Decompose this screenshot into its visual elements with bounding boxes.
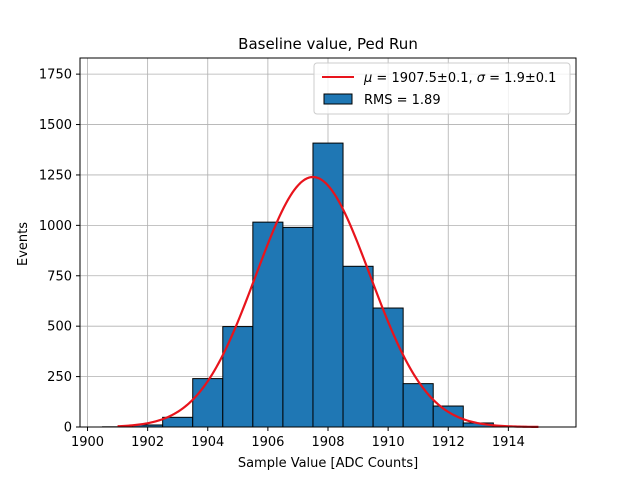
histogram-bar [402, 383, 434, 428]
histogram-bar [162, 416, 194, 428]
x-tick-label: 1908 [311, 435, 344, 450]
histogram-bars [102, 142, 524, 428]
y-tick-label: 1000 [39, 219, 72, 234]
x-tick-label: 1906 [251, 435, 284, 450]
x-tick-label: 1912 [432, 435, 465, 450]
legend-sigma-symbol: σ [477, 71, 486, 86]
x-axis-ticks: 1900 1902 1904 1906 1908 1910 1912 1914 [71, 427, 525, 450]
histogram-bar [222, 326, 254, 428]
x-tick-label: 1904 [191, 435, 224, 450]
legend-box [313, 62, 571, 115]
legend-sigma-text: = 1.9±0.1 [485, 71, 556, 86]
histogram-bar [342, 265, 374, 428]
chart-title: Baseline value, Ped Run [238, 35, 418, 53]
x-tick-label: 1900 [71, 435, 104, 450]
histogram-bar [372, 307, 404, 428]
y-tick-label: 1750 [39, 68, 72, 83]
x-tick-label: 1910 [372, 435, 405, 450]
histogram-bar [192, 378, 224, 428]
legend: μ = 1907.5±0.1, σ = 1.9±0.1 RMS = 1.89 [313, 62, 571, 115]
legend-mu-text: = 1907.5±0.1, [372, 71, 476, 86]
x-tick-label: 1902 [131, 435, 164, 450]
y-tick-label: 1500 [39, 118, 72, 133]
histogram-bar [252, 221, 284, 428]
x-axis-label: Sample Value [ADC Counts] [238, 456, 418, 471]
y-axis-ticks: 0 250 500 750 1000 1250 1500 1750 [39, 68, 80, 436]
gaussian-fit-curve [117, 175, 539, 428]
y-tick-label: 500 [47, 320, 72, 335]
legend-mu-symbol: μ [363, 71, 372, 86]
y-tick-label: 250 [47, 370, 72, 385]
y-tick-label: 0 [64, 421, 72, 436]
fit-layer [117, 175, 539, 428]
legend-fit-label: μ = 1907.5±0.1, σ = 1.9±0.1 [363, 71, 556, 86]
x-tick-label: 1914 [492, 435, 525, 450]
legend-histogram-label: RMS = 1.89 [364, 93, 441, 108]
y-tick-label: 1250 [39, 168, 72, 183]
y-axis-label: Events [16, 222, 31, 266]
y-tick-label: 750 [47, 269, 72, 284]
legend-histogram-swatch [323, 93, 353, 105]
histogram-bar [282, 226, 314, 428]
